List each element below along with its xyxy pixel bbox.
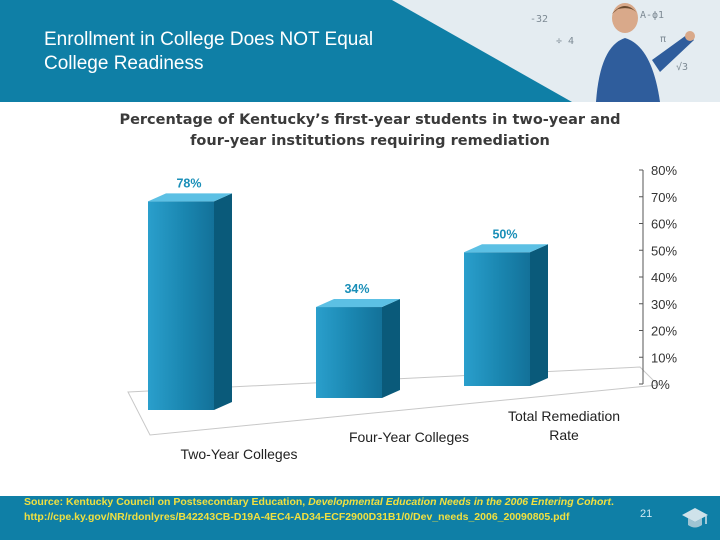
- bar-front: [464, 252, 530, 386]
- data-label: 34%: [344, 282, 369, 296]
- y-tick-label: 80%: [651, 163, 677, 178]
- y-tick-label: 20%: [651, 324, 677, 339]
- bar-1: [148, 193, 232, 410]
- source-report-title: Developmental Education Needs in the 200…: [308, 496, 611, 508]
- bar-side: [214, 193, 232, 410]
- source-url[interactable]: . http://cpe.ky.gov/NR/rdonlyres/B42243C…: [24, 496, 614, 523]
- y-tick-label: 10%: [651, 350, 677, 365]
- bar-front: [316, 307, 382, 398]
- source-label: Source: Kentucky Council on Postsecondar…: [24, 496, 306, 508]
- bar-front: [148, 201, 214, 410]
- bar-top: [464, 244, 548, 253]
- bar-top: [316, 299, 400, 308]
- svg-text:÷ 4: ÷ 4: [556, 36, 574, 47]
- bar-side: [530, 244, 548, 386]
- y-tick-label: 60%: [651, 217, 677, 232]
- chart-title: Percentage of Kentucky’s first-year stud…: [119, 112, 621, 149]
- svg-text:-32: -32: [530, 14, 548, 25]
- slide-title: Enrollment in College Does NOT Equal Col…: [44, 29, 374, 74]
- bar-top: [148, 193, 232, 202]
- bar-2: [316, 299, 400, 398]
- graduation-cap-icon: [682, 508, 708, 528]
- y-tick-label: 30%: [651, 297, 677, 312]
- bar-side: [382, 299, 400, 398]
- svg-text:A-ϕ1: A-ϕ1: [640, 10, 664, 21]
- teacher-at-chalkboard-image: -32 ÷ 4 A-ϕ1 π √3: [530, 3, 695, 102]
- bar-3: [464, 244, 548, 386]
- y-tick-label: 0%: [651, 377, 670, 392]
- footer-banner: [0, 496, 720, 540]
- category-label: Two-Year Colleges: [181, 446, 298, 462]
- data-label: 50%: [492, 227, 517, 241]
- svg-text:π: π: [660, 34, 666, 45]
- data-label: 78%: [176, 176, 201, 190]
- header-graphic: -32 ÷ 4 A-ϕ1 π √3: [392, 0, 720, 102]
- y-tick-label: 50%: [651, 243, 677, 258]
- bar-chart: 0% 10% 20% 30% 40% 50% 60% 70% 80% 78% Two-Year Co…: [127, 163, 677, 462]
- source-citation: Source: Kentucky Council on Postsecondar…: [24, 495, 664, 525]
- svg-text:√3: √3: [676, 61, 688, 73]
- category-label: Total Remediation Rate: [508, 408, 620, 443]
- y-tick-label: 40%: [651, 270, 677, 285]
- page-number: 21: [640, 508, 653, 520]
- y-tick-label: 70%: [651, 190, 677, 205]
- category-label: Four-Year Colleges: [349, 429, 469, 445]
